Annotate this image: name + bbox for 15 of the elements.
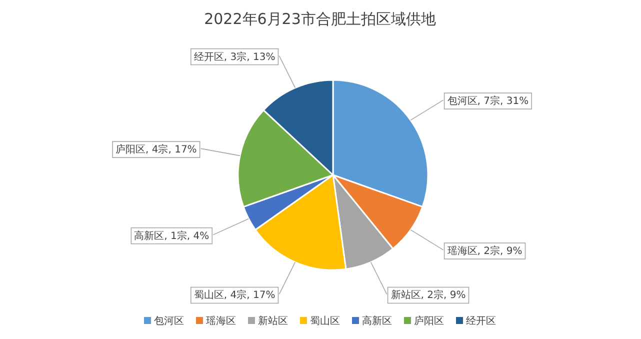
data-label: 庐阳区, 4宗, 17%	[116, 144, 197, 156]
legend-label: 庐阳区	[414, 315, 444, 327]
data-label: 包河区, 7宗, 31%	[447, 95, 529, 108]
chart-title: 2022年6月23市合肥土拍区域供地	[204, 10, 436, 28]
legend-label: 高新区	[362, 315, 392, 327]
legend-label: 瑶海区	[206, 315, 236, 327]
data-label: 高新区, 1宗, 4%	[134, 230, 210, 242]
data-label: 新站区, 2宗, 9%	[390, 289, 466, 302]
data-label: 经开区, 3宗, 13%	[194, 50, 276, 63]
legend-label: 蜀山区	[310, 315, 340, 327]
data-label: 蜀山区, 4宗, 17%	[194, 289, 276, 302]
data-label: 瑶海区, 2宗, 9%	[447, 244, 522, 257]
legend-label: 新站区	[258, 315, 288, 327]
legend-label: 包河区	[154, 315, 184, 327]
legend-label: 经开区	[466, 315, 496, 327]
